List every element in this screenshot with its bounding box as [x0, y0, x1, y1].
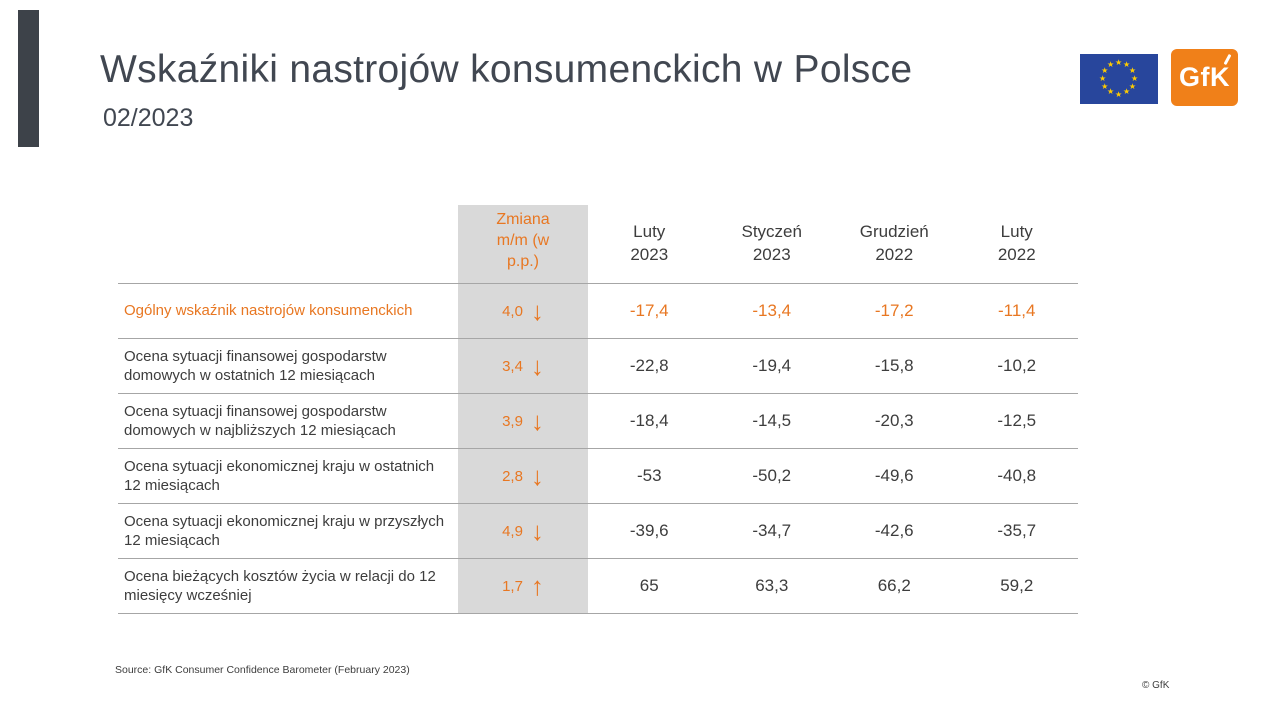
eu-star-icon: ★ [1107, 59, 1115, 69]
row-change-cell: 1,7 ↑ [458, 559, 588, 613]
gfk-logo-text: GfK [1179, 62, 1230, 92]
arrow-down-icon: ↓ [530, 515, 544, 546]
arrow-down-icon: ↓ [530, 295, 544, 326]
eu-star-icon: ★ [1107, 87, 1115, 97]
row-label: Ocena bieżących kosztów życia w relacji … [124, 567, 436, 605]
row-change-cell: 3,4 ↓ [458, 339, 588, 393]
row-label: Ocena sytuacji ekonomicznej kraju w osta… [124, 457, 435, 495]
value-cell: 59,2 [1000, 576, 1034, 595]
row-change-cell: 3,9 ↓ [458, 394, 588, 448]
table-row: Ocena sytuacji ekonomicznej kraju w przy… [118, 504, 1078, 559]
header-period-luty-2022: Luty 2022 [997, 222, 1036, 264]
value-cell: -34,7 [752, 521, 792, 540]
copyright-note: © GfK [1142, 680, 1170, 691]
value-cell: 66,2 [877, 576, 911, 595]
value-cell: -40,8 [997, 466, 1037, 485]
value-cell: -18,4 [629, 411, 669, 430]
arrow-down-icon: ↓ [530, 350, 544, 381]
eu-star-icon: ★ [1101, 81, 1109, 91]
eu-star-icon: ★ [1099, 73, 1107, 83]
row-label: Ocena sytuacji ekonomicznej kraju w przy… [124, 512, 445, 550]
page-subtitle: 02/2023 [103, 104, 194, 132]
table-row: Ogólny wskaźnik nastrojów konsumenckich … [118, 284, 1078, 339]
value-cell: -22,8 [629, 356, 669, 375]
header-period-luty-2023: Luty 2023 [630, 222, 669, 264]
row-label: Ogólny wskaźnik nastrojów konsumenckich [124, 302, 413, 320]
eu-star-icon: ★ [1115, 57, 1123, 67]
row-label: Ocena sytuacji finansowej gospodarstw do… [124, 347, 387, 385]
eu-star-icon: ★ [1128, 81, 1137, 91]
value-cell: -17,2 [874, 301, 914, 320]
change-value: 2,8 [502, 467, 523, 485]
value-cell: -10,2 [997, 356, 1037, 375]
value-cell: -14,5 [752, 411, 792, 430]
value-cell: -12,5 [997, 411, 1037, 430]
arrow-down-icon: ↓ [530, 460, 544, 491]
eu-flag: ★ ★ ★ ★ ★ ★ ★ ★ ★ ★ ★ ★ [1080, 54, 1158, 104]
source-note: Source: GfK Consumer Confidence Baromete… [115, 664, 410, 676]
value-cell: -53 [636, 466, 662, 485]
header-period-styczen-2023: Styczeń 2023 [741, 222, 802, 264]
change-value: 3,9 [502, 412, 523, 430]
value-cell: 63,3 [755, 576, 789, 595]
row-change-cell: 2,8 ↓ [458, 449, 588, 503]
gfk-logo: GfK [1171, 49, 1238, 106]
indicators-table: Zmiana m/m (w p.p.) Luty 2023 Styczeń 20… [118, 205, 1078, 614]
value-cell: -49,6 [874, 466, 914, 485]
table-row: Ocena bieżących kosztów życia w relacji … [118, 559, 1078, 614]
accent-bar [18, 10, 39, 147]
arrow-down-icon: ↓ [530, 405, 544, 436]
value-cell: -13,4 [752, 301, 792, 320]
change-value: 3,4 [502, 357, 523, 375]
value-cell: -42,6 [874, 521, 914, 540]
value-cell: 65 [639, 576, 659, 595]
eu-star-icon: ★ [1131, 73, 1139, 83]
value-cell: -20,3 [874, 411, 914, 430]
value-cell: -11,4 [998, 301, 1036, 320]
eu-star-icon: ★ [1123, 87, 1131, 97]
value-cell: -19,4 [752, 356, 792, 375]
eu-star-icon: ★ [1123, 59, 1131, 69]
eu-star-icon: ★ [1128, 65, 1137, 75]
table-row: Ocena sytuacji finansowej gospodarstw do… [118, 394, 1078, 449]
value-cell: -35,7 [997, 521, 1037, 540]
eu-star-icon: ★ [1115, 89, 1123, 99]
table-row: Ocena sytuacji ekonomicznej kraju w osta… [118, 449, 1078, 504]
change-value: 4,9 [502, 522, 523, 540]
header-empty-cell [118, 205, 458, 283]
table-row: Ocena sytuacji finansowej gospodarstw do… [118, 339, 1078, 394]
eu-star-icon: ★ [1101, 65, 1109, 75]
row-label: Ocena sytuacji finansowej gospodarstw do… [124, 402, 396, 440]
header-period-grudzien-2022: Grudzień 2022 [859, 222, 929, 264]
header-change-cell: Zmiana m/m (w p.p.) [458, 205, 588, 283]
change-value: 4,0 [502, 302, 523, 320]
value-cell: -15,8 [874, 356, 914, 375]
table-header-row: Zmiana m/m (w p.p.) Luty 2023 Styczeń 20… [118, 205, 1078, 284]
row-change-cell: 4,0 ↓ [458, 284, 588, 338]
value-cell: -39,6 [629, 521, 669, 540]
value-cell: -17,4 [629, 301, 669, 320]
arrow-up-icon: ↑ [530, 570, 544, 601]
change-value: 1,7 [502, 577, 523, 595]
row-change-cell: 4,9 ↓ [458, 504, 588, 558]
value-cell: -50,2 [752, 466, 792, 485]
page-title: Wskaźniki nastrojów konsumenckich w Pols… [100, 48, 913, 91]
change-header-label: Zmiana m/m (w p.p.) [496, 211, 550, 270]
